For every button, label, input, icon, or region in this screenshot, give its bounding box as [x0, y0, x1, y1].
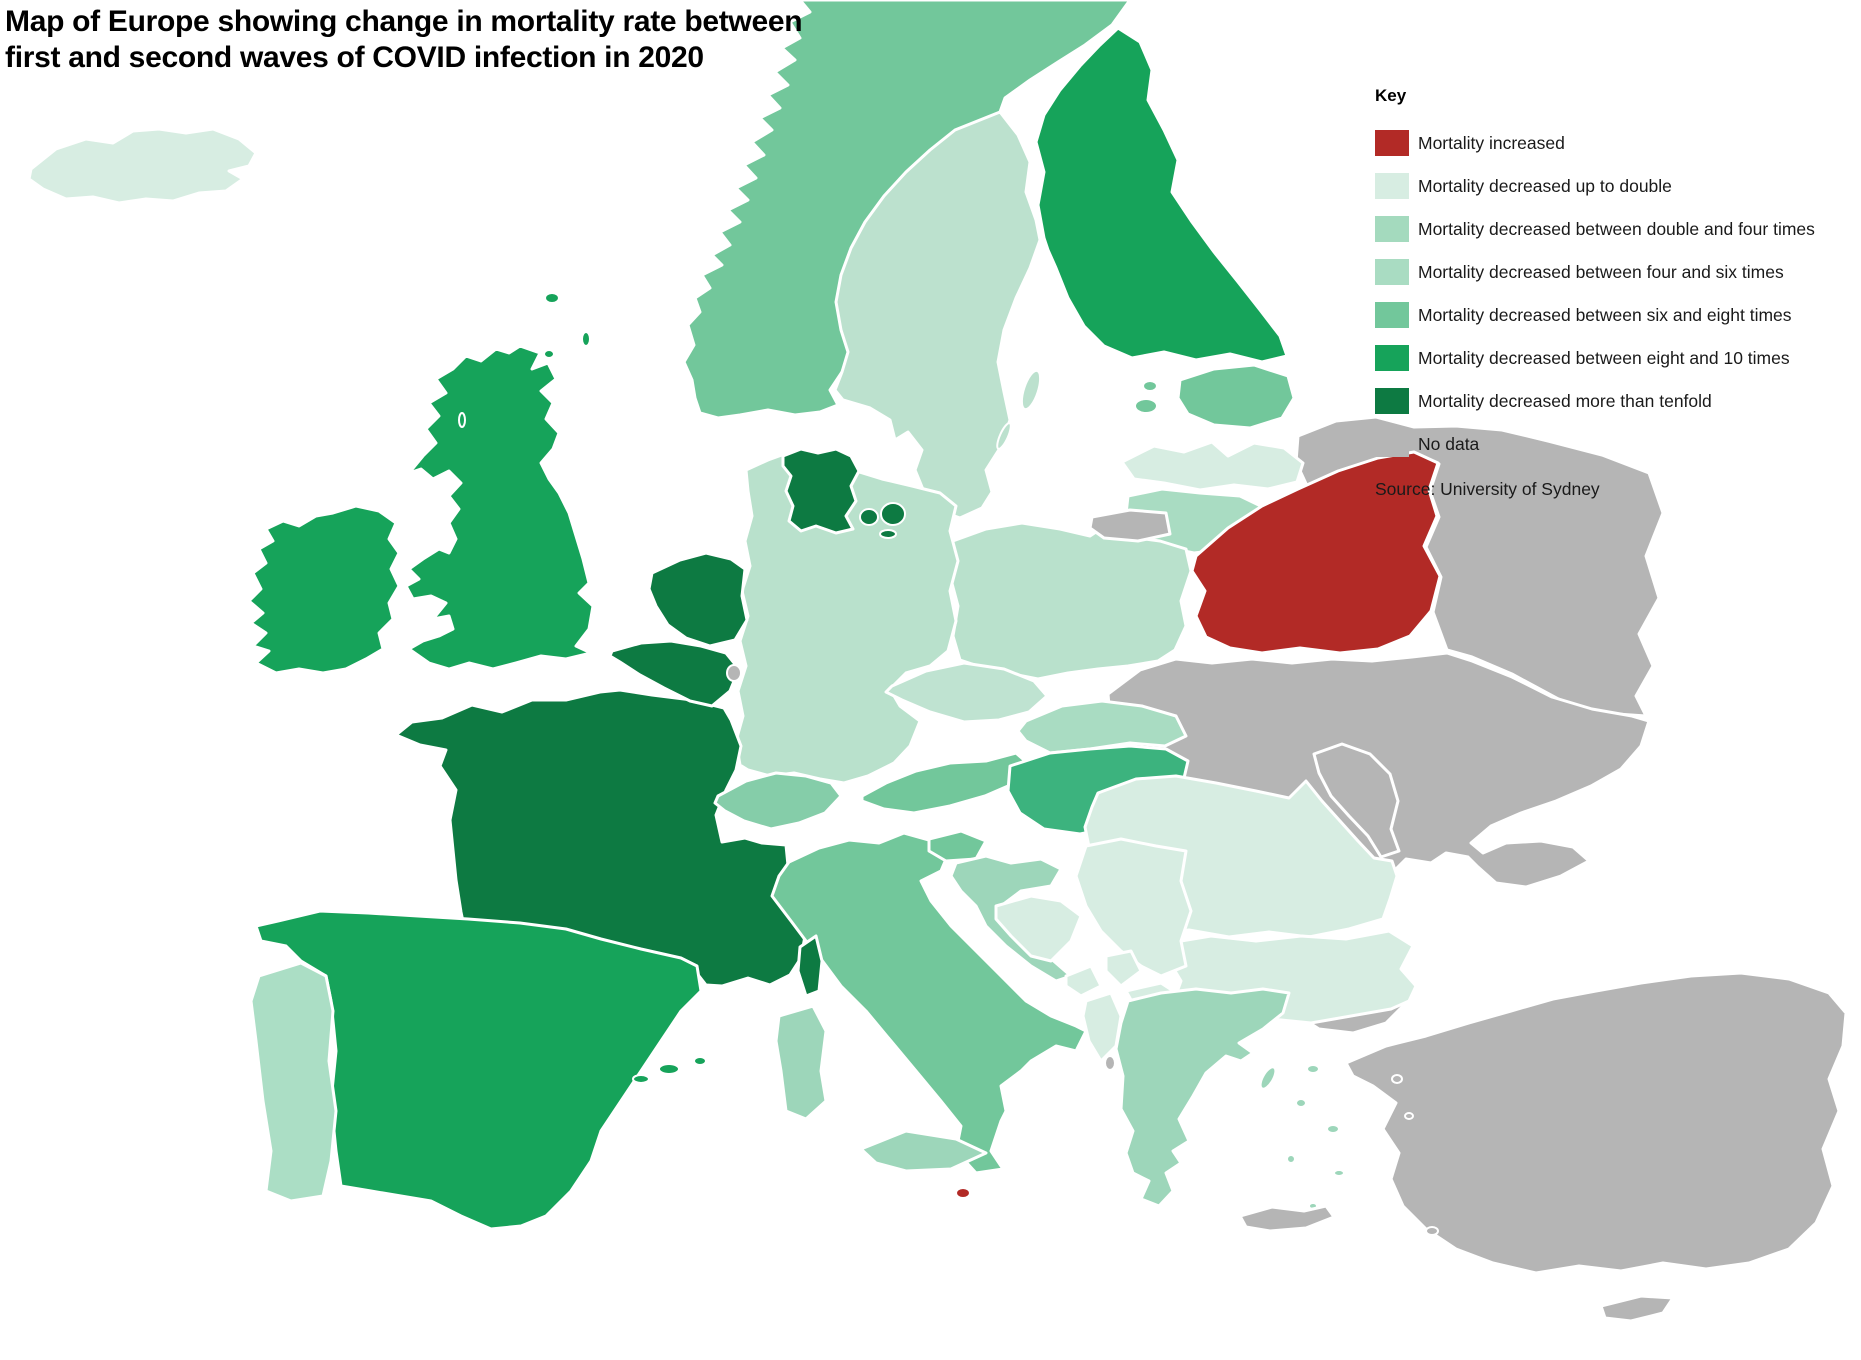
map-title: Map of Europe showing change in mortalit…	[5, 4, 803, 76]
country-moldova	[1312, 742, 1401, 859]
legend-item-label: Mortality decreased between eight and 10…	[1418, 347, 1790, 368]
country-cyprus	[1599, 1294, 1675, 1323]
country-luxembourg	[726, 664, 742, 682]
island-crete	[1238, 1204, 1336, 1233]
country-kaliningrad	[1088, 508, 1172, 543]
country-finland	[1034, 26, 1289, 364]
island-turkish-2	[1404, 1112, 1414, 1120]
country-switzerland	[713, 771, 843, 831]
island-greek-3	[1326, 1124, 1340, 1134]
island-hiiumaa	[1142, 380, 1158, 392]
country-poland	[948, 521, 1193, 681]
country-slovakia	[1016, 699, 1188, 755]
country-iceland	[27, 127, 258, 205]
island-corsica	[796, 934, 824, 998]
country-united-kingdom	[404, 344, 595, 671]
island-zealand	[880, 502, 906, 526]
country-albania	[1081, 991, 1123, 1063]
country-czechia	[884, 661, 1049, 724]
country-italy	[770, 831, 1088, 1175]
island-gotland	[1020, 369, 1042, 411]
island-orkney	[543, 349, 555, 359]
island-saaremaa	[1134, 398, 1158, 414]
legend-swatch	[1375, 130, 1409, 156]
country-turkey	[1344, 971, 1848, 1275]
legend-swatch	[1375, 259, 1409, 285]
legend-item: Mortality decreased more than tenfold	[1375, 388, 1815, 414]
legend-swatch	[1375, 216, 1409, 242]
island-rhodes	[1425, 1226, 1439, 1236]
legend-item-label: Mortality decreased between six and eigh…	[1418, 304, 1792, 325]
map-title-line2: first and second waves of COVID infectio…	[5, 41, 704, 74]
legend-swatch	[1375, 345, 1409, 371]
island-greek-5	[1333, 1169, 1345, 1177]
legend-swatch	[1375, 388, 1409, 414]
legend-item-label: Mortality decreased between double and f…	[1418, 218, 1815, 239]
island-corfu	[1104, 1055, 1116, 1071]
country-montenegro	[1064, 964, 1103, 998]
island-mallorca	[658, 1063, 680, 1075]
country-bosnia	[994, 894, 1083, 963]
country-denmark	[781, 447, 861, 535]
island-turkish-1	[1391, 1074, 1403, 1084]
legend-source: Source: University of Sydney	[1375, 479, 1600, 499]
country-netherlands	[647, 551, 749, 648]
legend-swatch	[1375, 173, 1409, 199]
country-belgium	[608, 639, 741, 708]
island-faroe	[544, 292, 560, 304]
legend-item: Mortality decreased between eight and 10…	[1375, 345, 1815, 371]
island-greek-1	[1306, 1064, 1320, 1074]
country-serbia	[1074, 837, 1193, 978]
legend-item: Mortality decreased between six and eigh…	[1375, 302, 1815, 328]
island-funen	[859, 508, 879, 526]
island-menorca	[693, 1056, 707, 1066]
island-lolland	[879, 529, 897, 539]
legend-item: No data	[1375, 431, 1815, 457]
island-oland	[996, 422, 1012, 450]
country-greece	[1114, 987, 1291, 1208]
legend-swatch	[1375, 431, 1409, 457]
country-belarus	[1190, 450, 1442, 655]
legend-item: Mortality decreased between double and f…	[1375, 216, 1815, 242]
country-estonia	[1176, 363, 1296, 430]
country-ireland	[247, 504, 401, 675]
legend-item: Mortality decreased between four and six…	[1375, 259, 1815, 285]
map-title-line1: Map of Europe showing change in mortalit…	[5, 5, 803, 38]
legend: Key Mortality increased Mortality decreas…	[1375, 86, 1815, 500]
legend-item-label: Mortality decreased up to double	[1418, 175, 1672, 196]
country-malta	[955, 1187, 971, 1199]
island-greek-2	[1295, 1098, 1307, 1108]
legend-items: Mortality increased Mortality decreased u…	[1375, 130, 1815, 457]
country-germany	[734, 448, 960, 785]
island-hebrides	[458, 412, 466, 428]
island-shetland	[581, 331, 591, 347]
island-greek-4	[1286, 1154, 1296, 1164]
island-sicily	[859, 1129, 988, 1173]
island-euboea	[1259, 1066, 1277, 1090]
legend-item-label: Mortality decreased between four and six…	[1418, 261, 1784, 282]
legend-item: Mortality increased	[1375, 130, 1815, 156]
country-latvia	[1120, 440, 1305, 492]
legend-heading: Key	[1375, 86, 1407, 105]
country-portugal	[249, 961, 338, 1203]
island-sardinia	[774, 1004, 828, 1121]
legend-item-label: No data	[1418, 433, 1480, 454]
legend-item-label: Mortality increased	[1418, 132, 1565, 153]
legend-item-label: Mortality decreased more than tenfold	[1418, 390, 1712, 411]
country-sweden	[833, 110, 1042, 520]
legend-item: Mortality decreased up to double	[1375, 173, 1815, 199]
legend-swatch	[1375, 302, 1409, 328]
country-kosovo	[1104, 949, 1143, 988]
island-ibiza	[632, 1074, 650, 1084]
